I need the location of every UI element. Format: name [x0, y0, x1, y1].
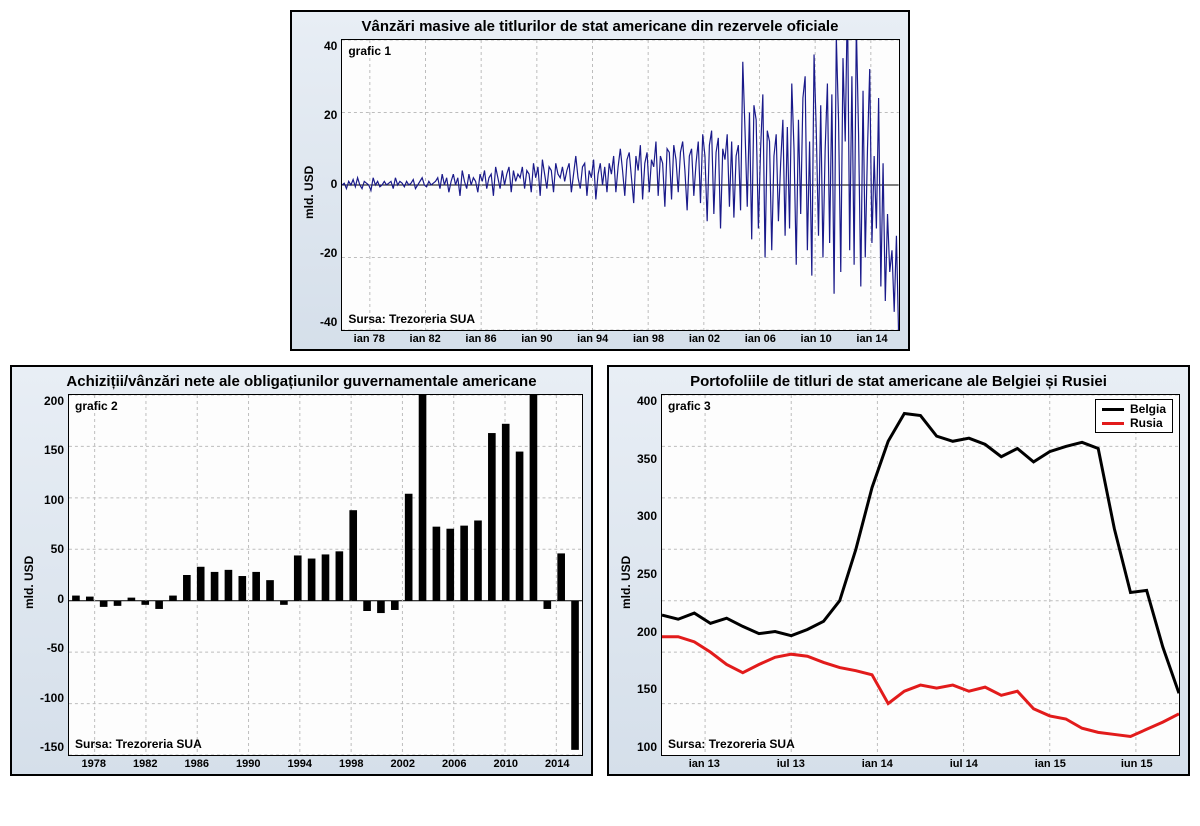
chart1-panel: Vânzări masive ale titlurilor de stat am… — [290, 10, 910, 351]
chart1-xticks: ian 78ian 82ian 86ian 90ian 94ian 98ian … — [341, 331, 900, 345]
legend-row-rusia: Rusia — [1102, 416, 1166, 430]
chart2-plot: grafic 2 Sursa: Trezoreria SUA — [68, 394, 583, 756]
chart1-yticks: 40200-20-40 — [318, 39, 341, 329]
chart3-source: Sursa: Trezoreria SUA — [668, 737, 795, 751]
legend-label-rusia: Rusia — [1130, 416, 1163, 430]
chart2-yticks: 200150100500-50-100-150 — [38, 394, 68, 754]
chart2-source: Sursa: Trezoreria SUA — [75, 737, 202, 751]
chart2-ylabel: mld. USD — [20, 394, 38, 770]
chart1-title: Vânzări masive ale titlurilor de stat am… — [300, 18, 900, 35]
legend-swatch-rusia — [1102, 422, 1124, 425]
bottom-row: Achiziții/vânzări nete ale obligațiunilo… — [10, 365, 1190, 776]
chart3-legend: Belgia Rusia — [1095, 399, 1173, 433]
chart1-ylabel: mld. USD — [300, 39, 318, 345]
chart3-svg — [662, 395, 1179, 755]
chart1-source: Sursa: Trezoreria SUA — [348, 312, 475, 326]
chart1-plot-wrap: mld. USD 40200-20-40 grafic 1 Sursa: Tre… — [300, 39, 900, 345]
chart3-inner-label: grafic 3 — [668, 399, 711, 413]
chart3-title: Portofoliile de titluri de stat american… — [617, 373, 1180, 390]
chart3-plot: grafic 3 Sursa: Trezoreria SUA Belgia Ru… — [661, 394, 1180, 756]
chart2-svg — [69, 395, 582, 755]
chart1-plot: grafic 1 Sursa: Trezoreria SUA — [341, 39, 900, 331]
legend-swatch-belgia — [1102, 408, 1124, 411]
chart2-xticks: 1978198219861990199419982002200620102014 — [68, 756, 583, 770]
legend-label-belgia: Belgia — [1130, 402, 1166, 416]
chart2-title: Achiziții/vânzări nete ale obligațiunilo… — [20, 373, 583, 390]
legend-row-belgia: Belgia — [1102, 402, 1166, 416]
chart3-panel: Portofoliile de titluri de stat american… — [607, 365, 1190, 776]
chart2-inner-label: grafic 2 — [75, 399, 118, 413]
chart3-xticks: ian 13iul 13ian 14iul 14ian 15iun 15 — [661, 756, 1180, 770]
chart2-plot-wrap: mld. USD 200150100500-50-100-150 grafic … — [20, 394, 583, 770]
chart1-svg — [342, 40, 899, 330]
chart3-ylabel: mld. USD — [617, 394, 635, 770]
chart3-plot-wrap: mld. USD 400350300250200150100 grafic 3 … — [617, 394, 1180, 770]
chart1-inner-label: grafic 1 — [348, 44, 391, 58]
chart3-yticks: 400350300250200150100 — [635, 394, 661, 754]
chart2-panel: Achiziții/vânzări nete ale obligațiunilo… — [10, 365, 593, 776]
